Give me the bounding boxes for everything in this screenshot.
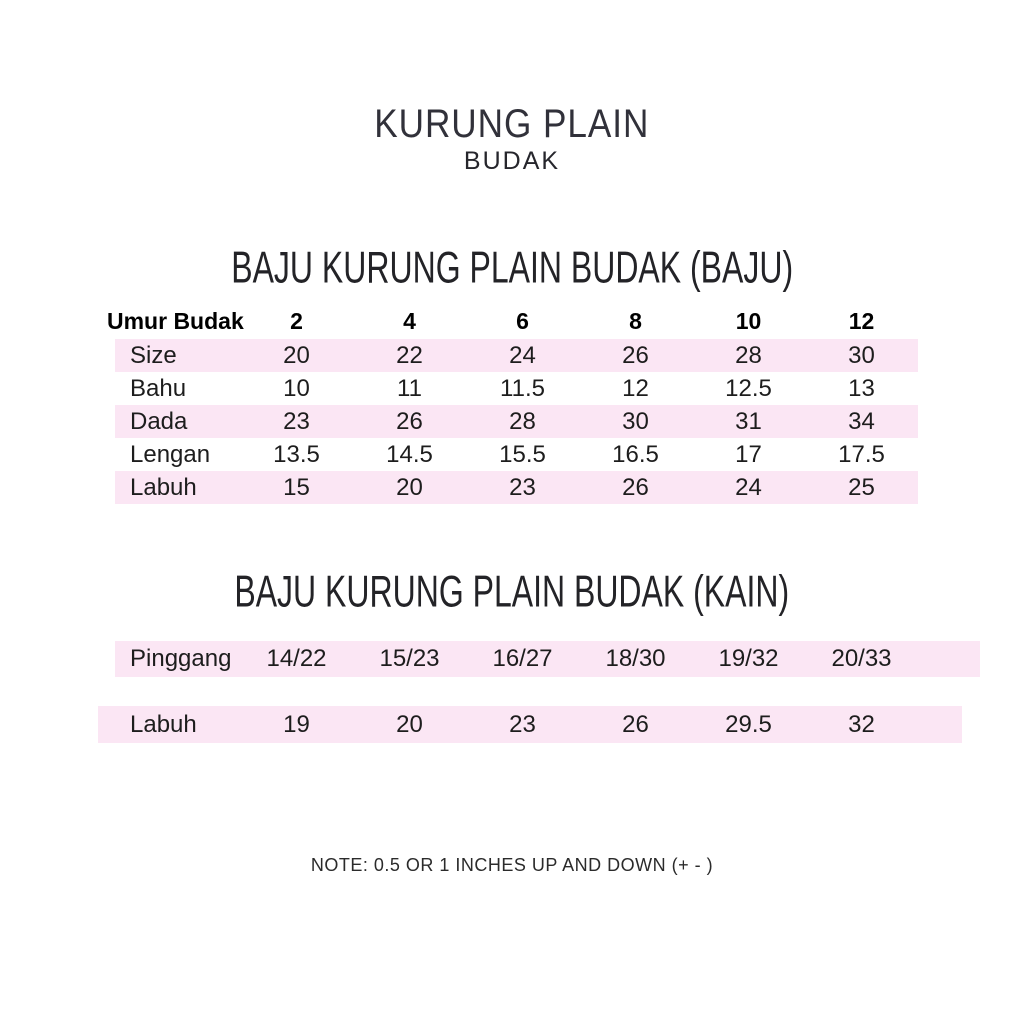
row-label: Size (130, 341, 177, 369)
table-cell: 11.5 (500, 374, 545, 402)
table-cell: 30 (622, 407, 649, 435)
table-cell: 13 (848, 374, 875, 402)
row-label: Bahu (130, 374, 187, 402)
baju-section-heading: BAJU KURUNG PLAIN BUDAK (BAJU) (231, 243, 793, 293)
table-cell: 18/30 (605, 645, 666, 672)
table-cell: 22 (396, 341, 423, 369)
baju-header-label: Umur Budak (107, 307, 244, 334)
row-label: Dada (130, 407, 188, 435)
table-row-labuh-kain: Labuh 19 20 23 26 29.5 32 (98, 706, 962, 743)
table-cell: 26 (622, 473, 649, 501)
table-cell: 23 (509, 473, 536, 501)
table-row-dada: Dada 23 26 28 30 31 34 (115, 405, 918, 438)
table-cell: 25 (848, 473, 875, 501)
table-cell: 20 (283, 341, 310, 369)
table-cell: 15/23 (379, 645, 440, 672)
table-cell: 23 (283, 407, 310, 435)
row-label: Labuh (130, 473, 197, 501)
table-cell: 13.5 (273, 440, 320, 468)
table-cell: 26 (622, 341, 649, 369)
table-cell: 15.5 (499, 440, 546, 468)
table-cell: 29.5 (725, 710, 772, 738)
table-cell: 20 (396, 710, 423, 738)
row-label: Pinggang (130, 645, 232, 672)
row-label: Lengan (130, 440, 211, 468)
table-row-lengan: Lengan 13.5 14.5 15.5 16.5 17 17.5 (115, 438, 918, 471)
brand-title: KURUNG PLAIN (0, 101, 1024, 146)
baju-table-header-row: Umur Budak 2 4 6 8 10 12 (107, 306, 918, 336)
table-cell: 10 (283, 374, 310, 402)
age-column-header: 4 (403, 307, 416, 334)
table-cell: 34 (848, 407, 875, 435)
tolerance-note: NOTE: 0.5 OR 1 INCHES UP AND DOWN (+ - ) (310, 855, 714, 875)
table-cell: 28 (509, 407, 536, 435)
baju-section-heading-wrap: BAJU KURUNG PLAIN BUDAK (BAJU) (0, 243, 1024, 293)
age-column-header: 10 (735, 307, 762, 334)
table-cell: 15 (283, 473, 310, 501)
table-cell: 14.5 (386, 440, 433, 468)
table-cell: 20/33 (831, 645, 892, 672)
table-cell: 20 (396, 473, 423, 501)
age-column-header: 2 (290, 307, 303, 334)
brand-title-line1: KURUNG PLAIN (374, 101, 650, 146)
table-row-pinggang: Pinggang 14/22 15/23 16/27 18/30 19/32 2… (115, 641, 980, 677)
table-cell: 23 (509, 710, 536, 738)
row-label: Labuh (130, 710, 197, 738)
table-cell: 11 (397, 374, 422, 402)
table-cell: 16.5 (612, 440, 659, 468)
table-cell: 14/22 (266, 645, 327, 672)
brand-subtitle: BUDAK (0, 147, 1024, 176)
table-cell: 28 (735, 341, 762, 369)
table-cell: 32 (848, 710, 875, 738)
age-column-header: 6 (516, 307, 529, 334)
table-cell: 19/32 (718, 645, 779, 672)
table-cell: 24 (509, 341, 536, 369)
note-wrap: NOTE: 0.5 OR 1 INCHES UP AND DOWN (+ - ) (0, 855, 1024, 876)
table-cell: 30 (848, 341, 875, 369)
age-column-header: 8 (629, 307, 642, 334)
table-cell: 16/27 (492, 645, 553, 672)
brand-title-line2: BUDAK (463, 147, 561, 175)
table-cell: 19 (283, 710, 310, 738)
kain-section-heading: BAJU KURUNG PLAIN BUDAK (KAIN) (234, 567, 790, 617)
table-cell: 26 (396, 407, 423, 435)
baju-size-table: Size 20 22 24 26 28 30 Bahu 10 11 11.5 1… (115, 339, 918, 504)
table-cell: 24 (735, 473, 762, 501)
table-cell: 12.5 (725, 374, 772, 402)
table-row-size: Size 20 22 24 26 28 30 (115, 339, 918, 372)
table-cell: 17.5 (838, 440, 885, 468)
table-row-labuh: Labuh 15 20 23 26 24 25 (115, 471, 918, 504)
table-row-bahu: Bahu 10 11 11.5 12 12.5 13 (115, 372, 918, 405)
age-column-header: 12 (848, 307, 875, 334)
table-cell: 12 (622, 374, 649, 402)
table-cell: 17 (735, 440, 762, 468)
table-cell: 26 (622, 710, 649, 738)
kain-section-heading-wrap: BAJU KURUNG PLAIN BUDAK (KAIN) (0, 567, 1024, 617)
table-cell: 31 (735, 407, 762, 435)
